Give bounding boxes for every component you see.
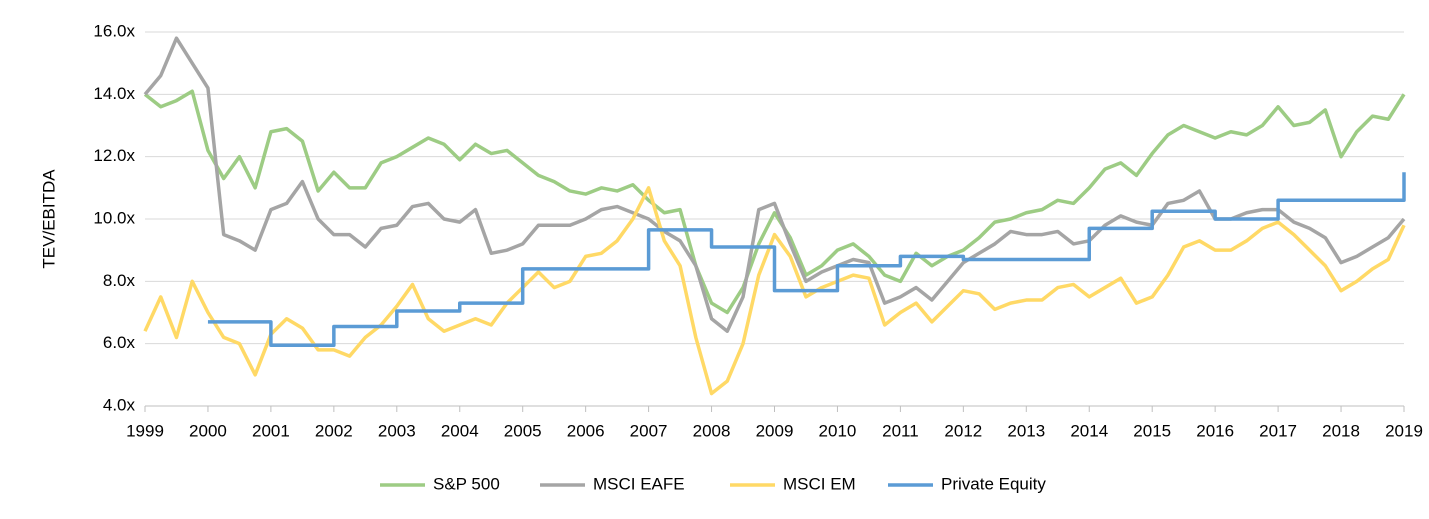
x-tick-label: 2004 [441,421,479,440]
x-tick-label: 2003 [378,421,416,440]
x-tick-label: 2012 [944,421,982,440]
x-tick-label: 2016 [1196,421,1234,440]
y-tick-label: 6.0x [103,333,136,352]
series-line [143,36,1406,333]
x-tick-label: 2000 [189,421,227,440]
x-tick-label: 2011 [882,421,919,440]
y-tick-label: 4.0x [103,395,136,414]
y-axis-label: TEV/EBITDA [39,169,58,269]
y-tick-label: 14.0x [93,84,135,103]
y-tick-label: 12.0x [93,146,135,165]
x-tick-label: 2005 [504,421,542,440]
legend-label: Private Equity [941,474,1046,493]
x-tick-label: 2009 [756,421,794,440]
series-line [143,186,1406,396]
series-line [143,89,1406,315]
series-line [207,172,1406,347]
y-tick-label: 8.0x [103,271,136,290]
legend-label: S&P 500 [433,474,500,493]
y-tick-label: 10.0x [93,208,135,227]
x-tick-label: 2013 [1007,421,1045,440]
y-tick-label: 16.0x [93,21,135,40]
x-tick-label: 2018 [1322,421,1360,440]
legend-label: MSCI EM [783,474,856,493]
x-tick-label: 2015 [1133,421,1171,440]
x-tick-label: 2019 [1385,421,1423,440]
x-tick-label: 2007 [630,421,668,440]
x-tick-label: 2001 [252,421,290,440]
x-tick-label: 2006 [567,421,605,440]
legend-label: MSCI EAFE [593,474,685,493]
x-tick-label: 2008 [693,421,731,440]
x-tick-label: 2017 [1259,421,1297,440]
x-tick-label: 1999 [126,421,164,440]
x-tick-label: 2014 [1070,421,1108,440]
x-tick-label: 2002 [315,421,353,440]
x-tick-label: 2010 [819,421,857,440]
